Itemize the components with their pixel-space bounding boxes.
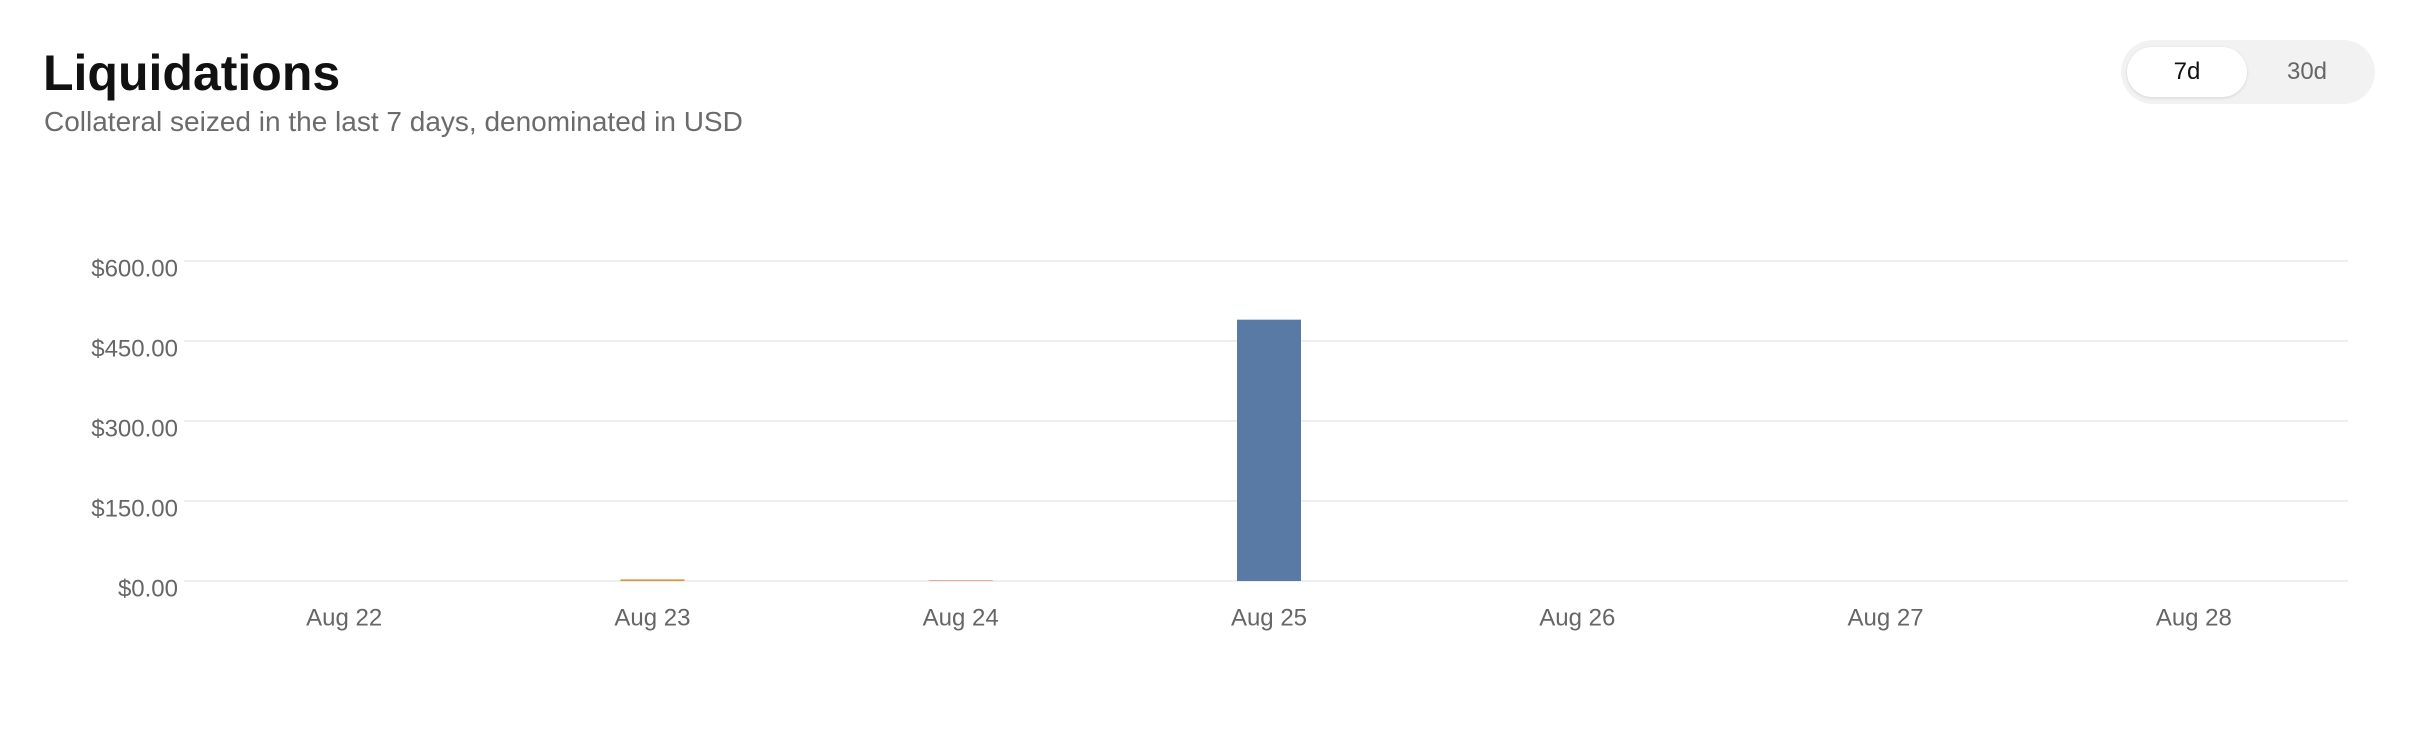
y-tick-label: $450.00: [91, 335, 178, 362]
range-option[interactable]: 7d: [2127, 47, 2247, 97]
x-tick-label: Aug 24: [923, 604, 999, 631]
x-tick-label: Aug 27: [1848, 604, 1924, 631]
chart-subtitle: Collateral seized in the last 7 days, de…: [44, 106, 743, 137]
y-tick-label: $0.00: [118, 575, 178, 602]
chart-title: Liquidations: [43, 45, 341, 101]
x-tick-label: Aug 22: [306, 604, 382, 631]
bar: [1237, 319, 1301, 581]
range-option[interactable]: 30d: [2247, 47, 2367, 97]
y-tick-label: $300.00: [91, 415, 178, 442]
bar: [620, 579, 685, 581]
y-tick-label: $600.00: [91, 255, 178, 282]
x-tick-label: Aug 26: [1539, 604, 1615, 631]
range-toggle: 7d 30d: [2121, 40, 2375, 104]
bar: [928, 580, 993, 581]
y-tick-label: $150.00: [91, 495, 178, 522]
x-tick-label: Aug 28: [2156, 604, 2232, 631]
x-tick-label: Aug 23: [614, 604, 690, 631]
x-tick-label: Aug 25: [1231, 604, 1307, 631]
